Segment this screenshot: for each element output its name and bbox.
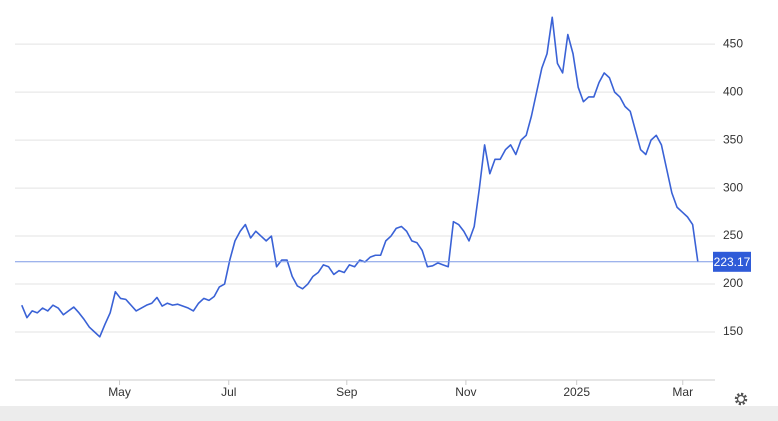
y-tick-label: 400 xyxy=(723,84,743,98)
y-tick-label: 450 xyxy=(723,36,743,50)
x-tick-label: Jul xyxy=(221,385,236,399)
x-tick-label: Mar xyxy=(672,385,693,399)
x-tick-label: Nov xyxy=(455,385,476,399)
last-price-label: 223.17 xyxy=(714,255,751,269)
settings-icon[interactable] xyxy=(734,392,748,406)
x-tick-label: May xyxy=(108,385,131,399)
gear-teeth xyxy=(734,392,748,406)
y-tick-label: 200 xyxy=(723,276,743,290)
gear-body xyxy=(736,394,746,404)
y-tick-label: 150 xyxy=(723,324,743,338)
y-tick-label: 250 xyxy=(723,228,743,242)
last-price-box xyxy=(713,251,751,272)
x-tick-label: Sep xyxy=(336,385,358,399)
y-tick-label: 350 xyxy=(723,132,743,146)
y-tick-label: 300 xyxy=(723,180,743,194)
price-line xyxy=(21,16,699,338)
x-tick-label: 2025 xyxy=(563,385,590,399)
bottom-band xyxy=(0,406,778,421)
